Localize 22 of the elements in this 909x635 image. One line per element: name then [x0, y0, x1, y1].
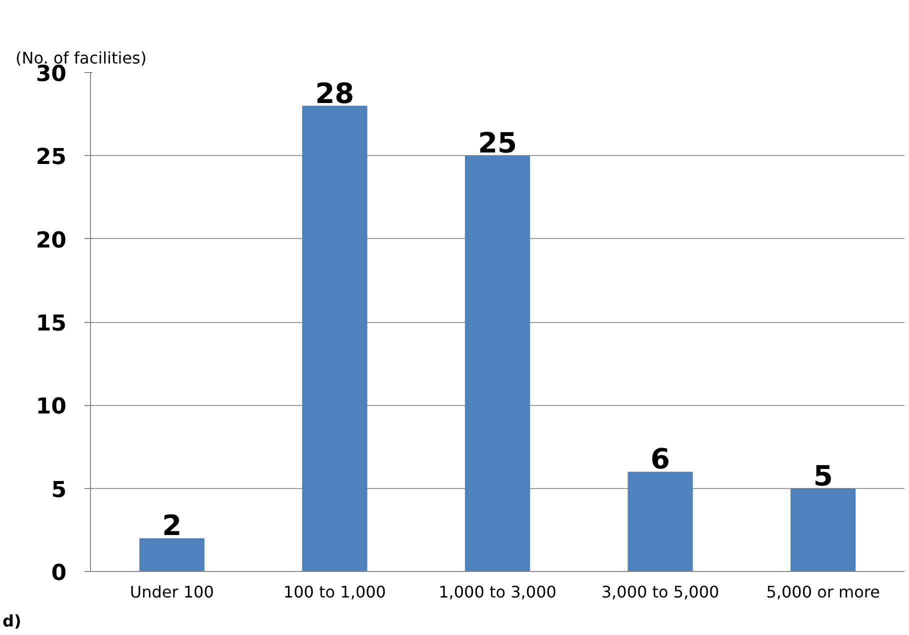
- data-label: 28: [315, 76, 354, 110]
- y-tick-label: 20: [36, 228, 67, 254]
- data-label: 5: [813, 459, 833, 492]
- y-tick-label: 0: [51, 561, 67, 586]
- y-tick-label: 10: [36, 394, 67, 420]
- y-tick-label: 25: [36, 145, 67, 170]
- x-tick-label: Under 100: [130, 582, 214, 602]
- y-tick-label: 15: [36, 312, 67, 336]
- bar: [790, 488, 856, 572]
- bar: [464, 156, 530, 572]
- x-tick-label: 100 to 1,000: [283, 582, 386, 602]
- bar: [139, 538, 204, 572]
- bar: [302, 106, 368, 572]
- data-label: 25: [478, 126, 517, 160]
- y-tick-label: 5: [51, 478, 67, 503]
- data-label: 6: [650, 442, 670, 476]
- text: d): [2, 612, 22, 630]
- data-label: 2: [162, 509, 182, 542]
- x-tick-label: 3,000 to 5,000: [601, 582, 720, 602]
- x-tick-label: 5,000 or more: [766, 582, 880, 602]
- x-tick-label: 1,000 to 3,000: [438, 582, 556, 602]
- bar: [628, 472, 693, 572]
